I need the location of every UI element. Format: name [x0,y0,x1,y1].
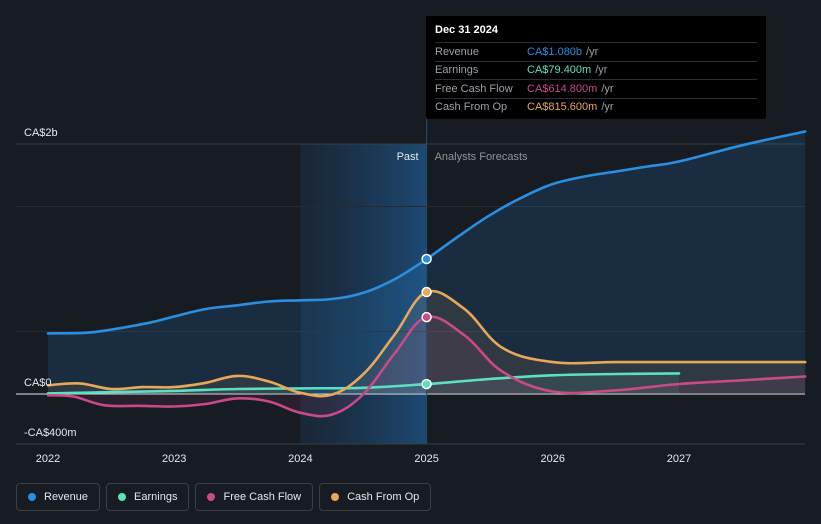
tooltip-value: CA$1.080b [527,45,583,58]
earnings-point[interactable] [421,378,432,390]
cash-from-op-dot-icon [331,493,340,501]
legend-label: Free Cash Flow [223,491,302,503]
past-label: Past [397,151,419,163]
x-tick-label: 2024 [288,453,312,465]
tooltip-unit: /yr [601,82,614,95]
grid-lines [16,143,805,445]
legend-item-free-cash-flow[interactable]: Free Cash Flow [195,483,314,511]
cash-from-op-line[interactable] [46,289,807,398]
legend: Revenue Earnings Free Cash Flow Cash Fro… [16,483,432,511]
tooltip-row-cash-from-op: Cash From Op CA$815.600m /yr [435,97,757,117]
x-axis-labels: 2022 2023 2024 2025 2026 2027 [36,453,691,465]
revenue-line[interactable] [46,130,807,335]
tooltip-label: Cash From Op [435,101,508,114]
tooltip-unit: /yr [586,45,599,58]
tooltip-label: Revenue [435,45,480,58]
series-lines [46,130,807,418]
tooltip-value: CA$614.800m [527,82,598,95]
tooltip-label: Free Cash Flow [435,82,513,95]
tooltip-date: Dec 31 2024 [435,24,498,36]
y-tick-label: -CA$400m [24,427,77,439]
x-tick-label: 2023 [162,453,186,465]
free-cash-flow-dot-icon [207,493,216,501]
tooltip-label: Earnings [435,64,479,77]
free-cash-flow-line[interactable] [46,315,807,418]
earnings-area [48,373,679,394]
free-cash-flow-point[interactable] [421,311,432,323]
cash-from-op-point[interactable] [421,286,432,298]
y-axis-labels: CA$2b CA$0 -CA$400m [24,127,77,439]
tooltip-unit: /yr [601,101,614,114]
legend-label: Cash From Op [347,491,420,503]
forecast-label: Analysts Forecasts [435,151,528,163]
x-tick-label: 2026 [541,453,565,465]
highlight-points [421,253,432,390]
earnings-dot-icon [118,493,127,501]
x-tick-label: 2025 [414,453,438,465]
y-tick-label: CA$2b [24,127,58,139]
tooltip-row-free-cash-flow: Free Cash Flow CA$614.800m /yr [435,79,757,98]
legend-item-revenue[interactable]: Revenue [16,483,101,511]
legend-item-cash-from-op[interactable]: Cash From Op [319,483,432,511]
tooltip-row-revenue: Revenue CA$1.080b /yr [435,42,757,61]
tooltip: Dec 31 2024 Revenue CA$1.080b /yr Earnin… [426,16,766,119]
legend-item-earnings[interactable]: Earnings [106,483,190,511]
tooltip-unit: /yr [595,64,608,77]
legend-label: Earnings [134,491,178,503]
earnings-line[interactable] [46,372,681,395]
x-tick-label: 2022 [36,453,60,465]
tooltip-row-earnings: Earnings CA$79.400m /yr [435,60,757,80]
tooltip-value: CA$815.600m [527,101,598,114]
tooltip-value: CA$79.400m [527,64,592,77]
legend-label: Revenue [44,491,89,503]
revenue-point[interactable] [421,253,432,265]
x-tick-label: 2027 [667,453,691,465]
revenue-dot-icon [28,493,36,501]
y-tick-label: CA$0 [24,377,52,389]
